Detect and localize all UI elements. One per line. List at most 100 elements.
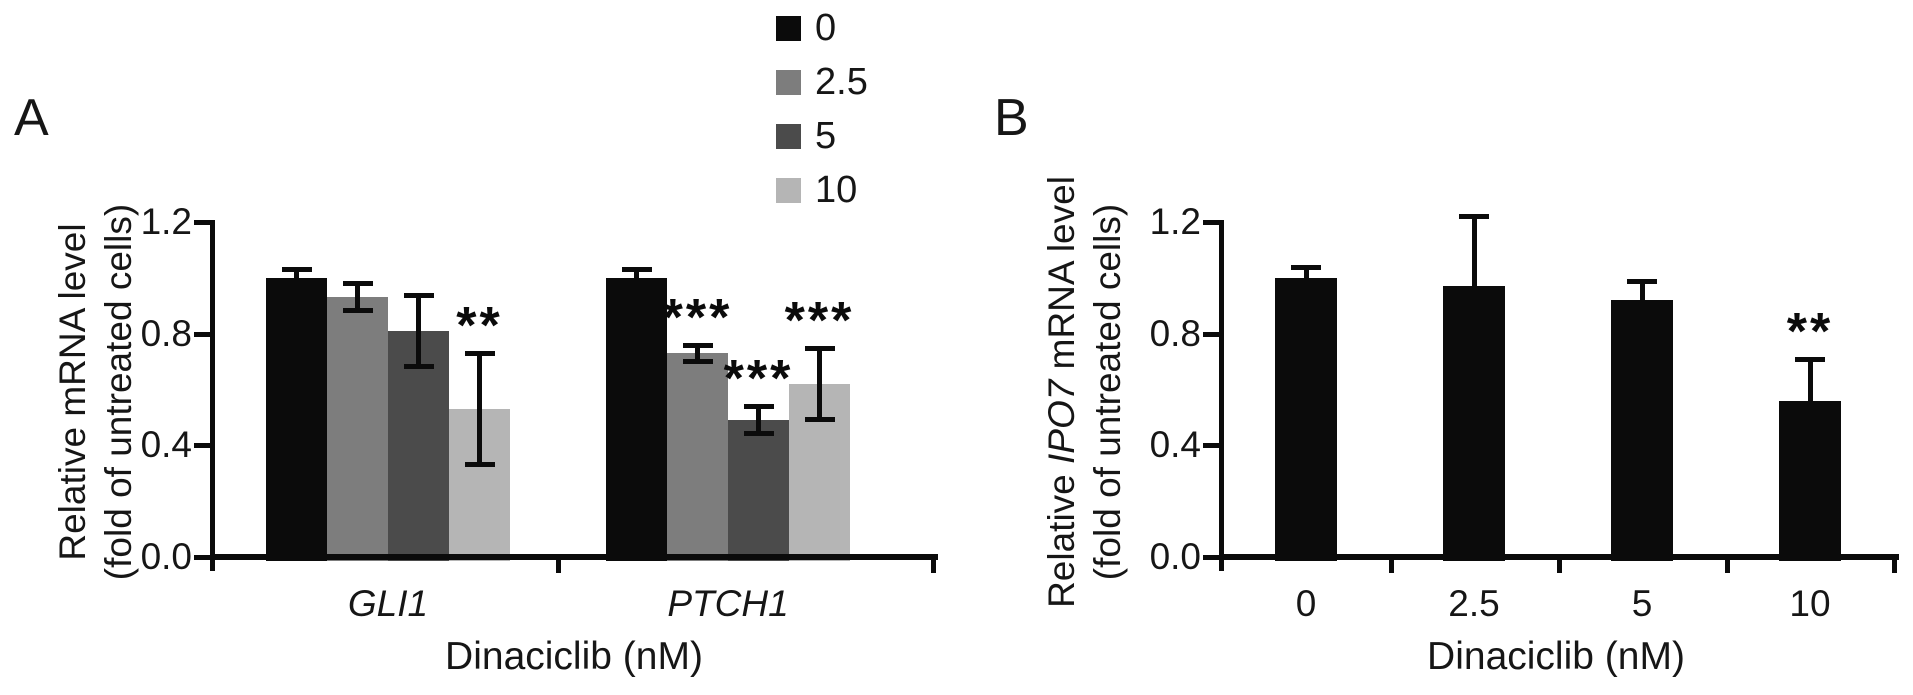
error-bar-stem: [477, 353, 482, 465]
panel-a-ytick-1-2: 1.2: [140, 201, 192, 242]
panel-b-category-0: 0: [1295, 583, 1317, 624]
panel-b-y-axis-line: [1219, 220, 1224, 571]
error-bar-cap: [682, 342, 713, 348]
legend-label-2: 5: [815, 114, 837, 157]
error-bar-stem: [1639, 280, 1645, 309]
error-bar-stem: [1471, 216, 1477, 295]
panel-b-ytick-0-0: 0.0: [1149, 536, 1201, 577]
legend-swatch-1: [776, 69, 801, 95]
error-bar-cap: [281, 283, 312, 289]
legend-item-1: 2.5: [776, 55, 868, 109]
panel-b-y-tick-mark: [1203, 220, 1219, 225]
error-bar-cap: [743, 404, 774, 410]
panel-a-y-tick-mark: [194, 555, 210, 560]
error-bar-stem: [695, 344, 700, 362]
panel-a-ytick-0-0: 0.0: [140, 536, 192, 577]
panel-a-x-axis-line: [210, 554, 938, 560]
error-bar-cap: [342, 281, 373, 287]
error-bar-cap: [621, 283, 652, 289]
panel-a-y-axis-line: [210, 220, 215, 571]
panel-b-x-tick-mark: [1557, 560, 1562, 573]
bar-b-0: [1275, 277, 1337, 561]
panel-a-y-tick-mark: [194, 220, 210, 225]
bar-a-GLI1-2.5: [327, 297, 388, 561]
error-bar-stem: [817, 347, 822, 421]
panel-a-ytick-0-8: 0.8: [140, 313, 192, 354]
panel-b-ytick-1-2: 1.2: [1149, 201, 1201, 242]
legend-item-2: 5: [776, 109, 868, 163]
error-bar-cap: [403, 292, 434, 298]
panel-b-label: B: [994, 89, 1029, 147]
bar-a-GLI1-0: [266, 277, 327, 561]
error-bar-stem: [756, 406, 761, 435]
significance-stars: **: [456, 297, 503, 356]
panel-b-x-tick-mark: [1389, 560, 1394, 573]
panel-b-x-tick-mark: [1725, 560, 1730, 573]
panel-b-category-5: 5: [1631, 583, 1653, 624]
significance-stars: ***: [723, 350, 794, 409]
error-bar-cap: [281, 267, 312, 273]
bar-a-PTCH1-2.5: [667, 353, 728, 561]
error-bar-stem: [355, 283, 360, 312]
panel-b-y-tick-mark: [1203, 443, 1219, 449]
panel-a-y-tick-mark: [194, 331, 210, 337]
panel-a-ytick-0-4: 0.4: [140, 424, 192, 465]
error-bar-stem: [416, 294, 421, 368]
bar-b-5: [1611, 300, 1673, 561]
panel-b-category-2-5: 2.5: [1448, 583, 1500, 624]
bar-b-10: [1779, 400, 1841, 561]
panel-a-y-axis-title-line1: Relative mRNA level: [52, 223, 93, 561]
error-bar-cap: [1459, 214, 1489, 220]
legend-swatch-2: [776, 123, 801, 149]
panel-b-y-axis-title-line1: Relative IPO7 mRNA level: [1041, 176, 1082, 608]
panel-a-category-gli1: GLI1: [347, 583, 429, 624]
panel-b-ytick-0-4: 0.4: [1149, 424, 1201, 465]
panel-b-category-10: 10: [1789, 583, 1831, 624]
error-bar-cap: [464, 461, 495, 467]
panel-b-y-tick-mark: [1203, 555, 1219, 560]
legend: 0 2.5 5 10: [776, 1, 868, 217]
legend-label-3: 10: [815, 168, 858, 211]
panel-a-y-axis-title-line2: (fold of untreated cells): [98, 203, 139, 581]
panel-a-x-tick-mark: [931, 560, 936, 573]
panel-b-x-tick-mark: [1892, 560, 1897, 573]
error-bar-cap: [1627, 278, 1657, 284]
error-bar-stem: [294, 269, 299, 287]
bar-a-GLI1-5: [388, 330, 449, 561]
legend-item-0: 0: [776, 1, 868, 55]
panel-a-y-axis-title: Relative mRNA level (fold of untreated c…: [50, 112, 142, 672]
error-bar-cap: [342, 308, 373, 314]
panel-b-y-axis-title: Relative IPO7 mRNA level (fold of untrea…: [1039, 112, 1131, 672]
bar-a-PTCH1-5: [728, 420, 789, 561]
error-bar-cap: [403, 364, 434, 370]
significance-stars: **: [1786, 302, 1834, 361]
error-bar-stem: [1807, 358, 1813, 409]
panel-a-y-tick-mark: [194, 443, 210, 449]
error-bar-stem: [1303, 266, 1309, 286]
error-bar-cap: [743, 431, 774, 437]
error-bar-cap: [804, 417, 835, 423]
panel-a-category-ptch1: PTCH1: [667, 583, 789, 624]
legend-swatch-3: [776, 177, 801, 203]
error-bar-cap: [464, 351, 495, 357]
legend-label-1: 2.5: [815, 60, 868, 103]
panel-b-ytick-0-8: 0.8: [1149, 313, 1201, 354]
error-bar-cap: [621, 267, 652, 273]
panel-a-x-tick-mark: [556, 560, 561, 573]
error-bar-cap: [682, 358, 713, 364]
legend-item-3: 10: [776, 163, 868, 217]
bar-b-2.5: [1443, 286, 1505, 561]
panel-b-y-axis-title-line2: (fold of untreated cells): [1087, 203, 1128, 581]
panel-a-x-axis-title: Dinaciclib (nM): [445, 635, 703, 678]
panel-b-y-tick-mark: [1203, 331, 1219, 337]
error-bar-cap: [1795, 356, 1825, 362]
error-bar-stem: [634, 269, 639, 287]
legend-swatch-0: [776, 15, 801, 41]
panel-b-x-axis-line: [1219, 554, 1899, 560]
panel-b-x-axis-title: Dinaciclib (nM): [1427, 635, 1685, 678]
significance-stars: ***: [784, 291, 855, 350]
error-bar-cap: [804, 345, 835, 351]
significance-stars: ***: [662, 288, 733, 347]
panel-a-label: A: [14, 89, 49, 147]
